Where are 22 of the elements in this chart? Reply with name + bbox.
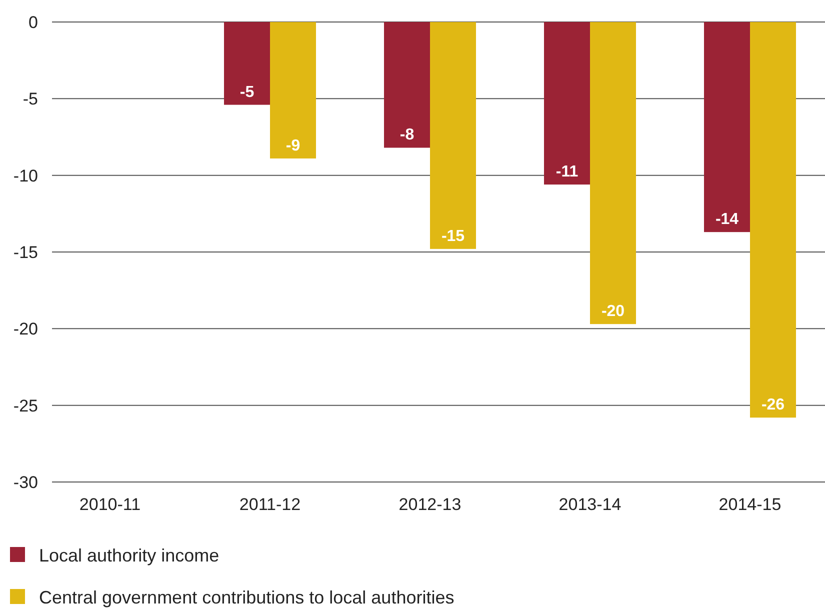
x-tick-label: 2012-13 bbox=[398, 495, 462, 514]
y-tick-label: 0 bbox=[28, 12, 38, 32]
y-tick-label: -15 bbox=[13, 242, 38, 262]
data-label: -14 bbox=[715, 211, 739, 228]
data-label: -26 bbox=[761, 396, 785, 414]
y-tick-label: -10 bbox=[13, 166, 38, 186]
y-tick-label: -25 bbox=[13, 396, 38, 416]
y-tick-label: -30 bbox=[13, 472, 38, 492]
legend-label: Local authority income bbox=[39, 545, 220, 566]
data-label: -8 bbox=[400, 126, 414, 144]
legend-label: Central government contributions to local authorities bbox=[39, 587, 454, 608]
y-tick-label: -5 bbox=[22, 90, 38, 109]
data-label: -15 bbox=[441, 228, 465, 245]
data-label: -20 bbox=[601, 303, 625, 320]
x-tick-label: 2013-14 bbox=[558, 495, 622, 514]
x-tick-label: 2010-11 bbox=[79, 495, 141, 514]
x-tick-label: 2011-12 bbox=[239, 495, 301, 514]
y-tick-label: -20 bbox=[13, 320, 38, 339]
x-tick-label: 2014-15 bbox=[718, 495, 782, 514]
data-label: -11 bbox=[556, 164, 578, 181]
data-label: -9 bbox=[286, 137, 300, 154]
data-label: -5 bbox=[240, 84, 254, 101]
